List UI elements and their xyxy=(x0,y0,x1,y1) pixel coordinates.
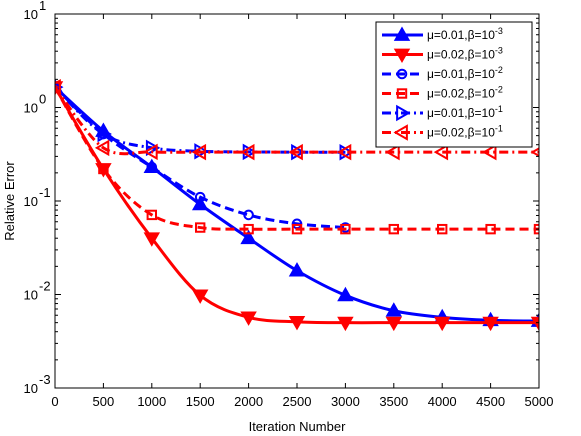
series-4-point-10 xyxy=(485,223,496,235)
series-layer xyxy=(55,78,539,332)
y-tick-label-4: 10 xyxy=(24,101,38,116)
y-tick-label-1: 10 xyxy=(24,381,38,396)
y-tick-label-exponent-5: 1 xyxy=(39,0,46,13)
y-tick-label-exponent-3: -1 xyxy=(39,185,51,200)
x-tick-label-10: 4500 xyxy=(476,394,505,409)
ticks-layer: 0 500 1000 1500 2000 2500 3000 3500 4000 4500 5000… xyxy=(24,0,554,409)
series-6-point-3 xyxy=(143,143,158,161)
y-axis-label: Relative Error xyxy=(2,161,17,241)
x-axis-label: Iteration Number xyxy=(249,419,346,434)
y-tick-label-5: 10 xyxy=(24,7,38,22)
legend-label-3: μ=0.01,β=10-2 xyxy=(427,65,503,81)
x-tick-label-2: 500 xyxy=(93,394,115,409)
series-4-point-8 xyxy=(388,223,400,235)
series-2-point-11 xyxy=(530,316,539,332)
x-tick-label-1: 0 xyxy=(51,394,58,409)
series-2-point-3 xyxy=(143,232,161,247)
x-tick-label-4: 1500 xyxy=(186,394,215,409)
series-2-point-6 xyxy=(288,315,306,331)
legend-label-exponent: -3 xyxy=(495,46,503,56)
series-1-point-7 xyxy=(337,286,354,302)
legend-label-1: μ=0.01,β=10-3 xyxy=(427,26,503,42)
series-5-point-2 xyxy=(97,125,112,143)
series-2-point-8 xyxy=(385,316,403,332)
legend-marker-5 xyxy=(396,104,411,122)
series-2-line xyxy=(55,86,539,325)
legend-marker-3 xyxy=(396,68,408,80)
legend-box xyxy=(375,21,533,148)
x-tick-label-5: 2000 xyxy=(234,394,263,409)
x-tick-label-9: 4000 xyxy=(428,394,457,409)
series-2-point-9 xyxy=(433,316,451,332)
series-4-point-3 xyxy=(146,209,158,221)
legend-label-2: μ=0.02,β=10-3 xyxy=(427,46,503,62)
series-3-line xyxy=(55,86,346,230)
y-tick-label-2: 10 xyxy=(24,288,38,303)
series-2-point-4 xyxy=(191,289,209,304)
legend-label-text: μ=0.01,β=10 xyxy=(427,106,495,120)
series-6-point-8 xyxy=(385,143,400,161)
series-6-point-10 xyxy=(482,143,497,161)
legend-label-exponent: -2 xyxy=(495,85,503,95)
series-2-point-5 xyxy=(240,311,257,326)
legend-label-text: μ=0.02,β=10 xyxy=(427,48,495,62)
legend-marker-2 xyxy=(393,48,411,64)
series-6-line xyxy=(55,86,539,156)
legend-label-exponent: -1 xyxy=(495,124,503,134)
series-1-point-4 xyxy=(191,195,209,211)
legend-label-4: μ=0.02,β=10-2 xyxy=(427,85,503,101)
series-6-point-4 xyxy=(191,143,207,161)
x-tick-label-8: 3500 xyxy=(379,394,408,409)
series-1-point-5 xyxy=(240,229,257,245)
legend-label-text: μ=0.01,β=10 xyxy=(427,28,495,42)
legend-label-exponent: -2 xyxy=(495,65,503,75)
series-6-point-5 xyxy=(240,143,255,161)
series-4-point-2 xyxy=(98,163,109,175)
series-4-point-5 xyxy=(243,223,254,235)
series-2-point-7 xyxy=(337,316,354,332)
legend-label-text: μ=0.01,β=10 xyxy=(427,67,495,81)
series-3-point-5 xyxy=(243,209,254,221)
y-tick-label-3: 10 xyxy=(24,194,38,209)
x-tick-label-7: 3000 xyxy=(331,394,360,409)
legend-marker-6 xyxy=(393,124,408,141)
legend-label-text: μ=0.02,β=10 xyxy=(427,87,495,101)
legend-label-exponent: -1 xyxy=(495,104,503,114)
legend-label-exponent: -3 xyxy=(495,26,503,36)
y-tick-label-exponent-2: -2 xyxy=(39,279,51,294)
series-6 xyxy=(55,78,539,161)
legend-marker-1 xyxy=(393,26,411,41)
x-tick-label-6: 2500 xyxy=(283,394,312,409)
legend-marker-4 xyxy=(396,88,408,99)
series-1-point-6 xyxy=(288,262,306,277)
series-2-point-10 xyxy=(482,316,499,332)
series-6-point-9 xyxy=(433,143,449,161)
legend: μ=0.01,β=10-3μ=0.02,β=10-3μ=0.01,β=10-2μ… xyxy=(375,21,533,148)
series-3-point-4 xyxy=(194,191,206,203)
series-4-point-6 xyxy=(291,223,303,235)
legend-label-text: μ=0.02,β=10 xyxy=(427,126,495,140)
x-tick-label-11: 5000 xyxy=(525,394,554,409)
series-3-point-3 xyxy=(146,161,158,173)
series-4-point-9 xyxy=(437,223,448,235)
series-6-point-6 xyxy=(288,143,303,161)
series-6-point-11 xyxy=(530,147,539,158)
series-6-point-2 xyxy=(94,139,110,157)
series-6-point-7 xyxy=(336,143,352,161)
series-4-line xyxy=(55,86,539,231)
legend-label-6: μ=0.02,β=10-1 xyxy=(427,124,503,140)
series-1-point-8 xyxy=(385,302,403,317)
series-4-point-7 xyxy=(340,223,351,235)
x-tick-label-3: 1000 xyxy=(137,394,166,409)
y-tick-label-exponent-1: -3 xyxy=(39,372,51,387)
series-4-point-4 xyxy=(195,222,206,233)
y-tick-label-exponent-4: 0 xyxy=(39,92,46,107)
legend-label-5: μ=0.01,β=10-1 xyxy=(427,104,503,120)
series-6-point-1 xyxy=(55,78,61,96)
